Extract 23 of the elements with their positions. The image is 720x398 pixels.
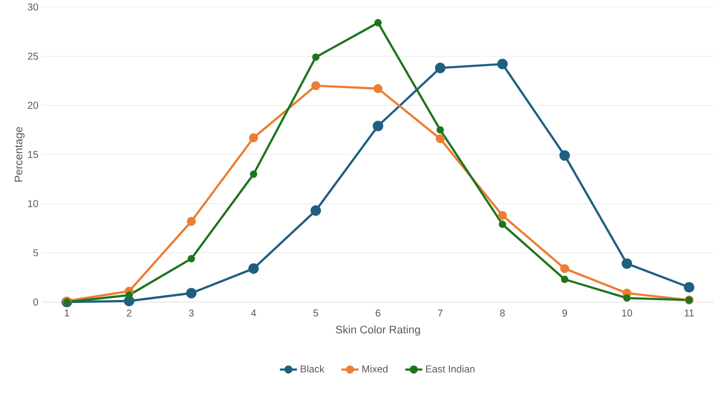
y-tick-label: 10 bbox=[28, 200, 38, 208]
x-tick-label: 9 bbox=[562, 310, 567, 317]
x-tick-label: 10 bbox=[622, 310, 632, 317]
x-tick-label: 1 bbox=[64, 310, 70, 316]
y-tick-label: 20 bbox=[28, 102, 38, 109]
x-tick-label: 4 bbox=[251, 310, 256, 316]
y-tick-label: 25 bbox=[28, 52, 38, 60]
y-axis-title: Percentage bbox=[14, 126, 25, 182]
x-tick-label: 2 bbox=[126, 310, 132, 316]
y-tick-label: 15 bbox=[28, 151, 38, 158]
y-tick-label: 5 bbox=[33, 249, 38, 256]
x-tick-label: 6 bbox=[376, 310, 380, 317]
legend-label: Mixed bbox=[362, 365, 388, 372]
x-tick-label: 8 bbox=[500, 310, 505, 317]
y-tick-label: 0 bbox=[33, 298, 38, 306]
legend-label: Black bbox=[300, 365, 324, 372]
x-tick-label: 5 bbox=[313, 310, 318, 316]
legend-label: East Indian bbox=[426, 365, 475, 372]
x-tick-label: 7 bbox=[438, 310, 443, 316]
x-tick-label: 11 bbox=[684, 310, 694, 316]
y-tick-label: 30 bbox=[28, 3, 38, 11]
x-axis-title: Skin Color Rating bbox=[336, 325, 420, 336]
x-tick-label: 3 bbox=[188, 310, 194, 317]
